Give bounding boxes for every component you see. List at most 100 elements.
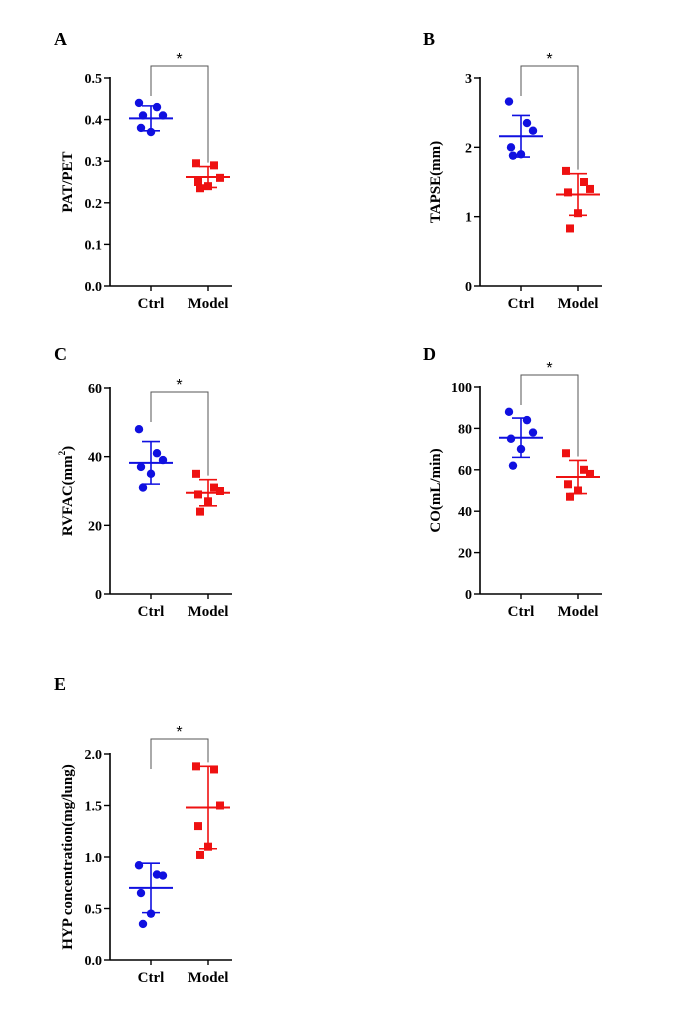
data-point xyxy=(194,822,202,831)
data-point xyxy=(158,455,168,465)
significance-bracket xyxy=(520,374,579,457)
y-tick-label: 3 xyxy=(465,72,472,87)
data-point xyxy=(204,182,212,191)
y-tick-label: 2 xyxy=(465,141,472,156)
x-tick-label-model: Model xyxy=(558,296,599,312)
data-point xyxy=(136,462,146,472)
series-ctrl xyxy=(499,97,543,160)
data-point xyxy=(194,490,202,499)
series-model xyxy=(186,762,230,859)
series-ctrl xyxy=(499,407,543,470)
panel-letter: B xyxy=(423,29,435,49)
y-axis-label: TAPSE(mm) xyxy=(428,141,444,223)
data-point xyxy=(196,184,204,193)
x-tick-label-ctrl: Ctrl xyxy=(508,296,535,312)
significance-bracket xyxy=(150,738,209,769)
data-point xyxy=(566,224,574,233)
significance-marker: * xyxy=(546,360,552,377)
x-tick-label-ctrl: Ctrl xyxy=(138,296,165,312)
y-tick-label: 40 xyxy=(458,505,472,520)
series-ctrl xyxy=(129,861,173,929)
data-point xyxy=(586,469,594,478)
panel-b: B 0 1 2 3 Ctrl Model TAPSE(mm) * xyxy=(423,29,602,312)
data-point xyxy=(216,801,224,810)
x-tick-label-model: Model xyxy=(188,604,229,620)
y-tick-label: 20 xyxy=(458,547,472,562)
data-point xyxy=(574,209,582,218)
data-point xyxy=(516,150,526,159)
panel-e: E 0.0 0.5 1.0 1.5 2.0 Ctrl Model HYP concentrati… xyxy=(54,674,232,986)
y-tick-label: 0.4 xyxy=(85,114,103,129)
y-tick-label: 0.3 xyxy=(85,155,103,170)
x-tick-label-ctrl: Ctrl xyxy=(138,970,165,986)
data-point xyxy=(134,861,144,870)
data-point xyxy=(504,97,514,106)
x-tick-label-ctrl: Ctrl xyxy=(508,604,535,620)
x-tick-label-model: Model xyxy=(188,296,229,312)
data-point xyxy=(192,762,200,771)
panel-d: D 0 20 40 60 80 100 Ctrl Model CO(mL/min) * xyxy=(423,344,602,620)
data-point xyxy=(564,188,572,197)
data-point xyxy=(210,161,218,170)
data-point xyxy=(146,909,156,918)
significance-marker: * xyxy=(176,377,182,394)
y-axis-label: CO(mL/min) xyxy=(428,448,444,532)
data-point xyxy=(522,415,532,425)
y-tick-label: 2.0 xyxy=(85,748,103,763)
panel-letter: A xyxy=(54,29,67,49)
y-tick-label: 0 xyxy=(465,280,472,295)
x-tick-label-model: Model xyxy=(558,604,599,620)
data-point xyxy=(138,919,148,929)
y-axis-label: HYP concentration(mg/lung) xyxy=(60,764,76,949)
data-point xyxy=(158,871,168,880)
y-tick-label: 0.2 xyxy=(85,197,103,212)
panel-letter: E xyxy=(54,674,66,694)
data-point xyxy=(134,425,144,434)
x-tick-label-ctrl: Ctrl xyxy=(138,604,165,620)
y-tick-label: 1 xyxy=(465,211,472,226)
data-point xyxy=(210,765,218,774)
data-point xyxy=(152,102,162,112)
y-tick-label: 40 xyxy=(88,451,102,466)
series-model xyxy=(556,449,600,501)
series-model xyxy=(186,469,230,516)
data-point xyxy=(564,480,572,489)
data-point xyxy=(146,469,156,479)
x-tick-label-model: Model xyxy=(188,970,229,986)
y-tick-label: 60 xyxy=(88,382,102,397)
data-point xyxy=(136,123,146,133)
panel-letter: D xyxy=(423,344,436,364)
data-point xyxy=(204,497,212,506)
series-model xyxy=(556,166,600,233)
data-point xyxy=(216,173,224,182)
y-tick-label: 80 xyxy=(458,422,472,437)
data-point xyxy=(528,428,538,437)
significance-marker: * xyxy=(176,724,182,741)
y-tick-label: 1.0 xyxy=(85,851,103,866)
data-point xyxy=(562,166,570,175)
significance-bracket xyxy=(520,65,579,170)
significance-bracket xyxy=(150,391,209,476)
data-point xyxy=(580,178,588,186)
series-ctrl xyxy=(129,425,173,492)
data-point xyxy=(586,184,594,193)
y-tick-label: 20 xyxy=(88,519,102,534)
data-point xyxy=(506,434,516,443)
y-tick-label: 0.0 xyxy=(85,954,103,969)
data-point xyxy=(580,465,588,474)
significance-marker: * xyxy=(176,51,182,68)
data-point xyxy=(134,98,144,108)
data-point xyxy=(192,469,200,478)
data-point xyxy=(138,483,148,492)
data-point xyxy=(194,178,202,186)
data-point xyxy=(158,111,168,120)
data-point xyxy=(528,126,538,135)
data-point xyxy=(508,461,518,470)
data-point xyxy=(504,407,514,417)
data-point xyxy=(506,143,516,152)
y-tick-label: 0 xyxy=(95,588,102,603)
y-tick-label: 0.0 xyxy=(85,280,103,295)
y-tick-label: 0 xyxy=(465,588,472,603)
series-model xyxy=(186,159,230,193)
